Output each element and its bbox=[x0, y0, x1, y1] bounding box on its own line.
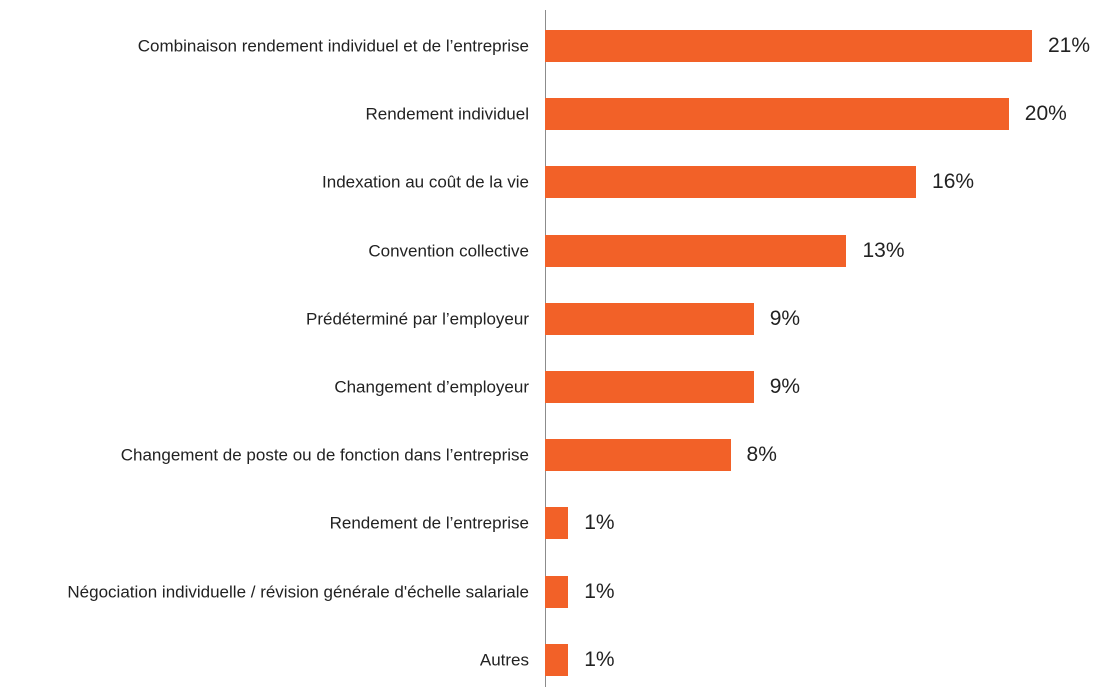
category-label: Négociation individuelle / révision géné… bbox=[67, 582, 529, 602]
category-label-box: Changement de poste ou de fonction dans … bbox=[0, 445, 529, 466]
category-label-box: Prédéterminé par l’employeur bbox=[0, 308, 529, 329]
value-label: 13% bbox=[862, 238, 905, 262]
category-label: Indexation au coût de la vie bbox=[322, 172, 529, 192]
category-label: Rendement individuel bbox=[365, 104, 530, 124]
category-label-box: Combinaison rendement individuel et de l… bbox=[0, 36, 529, 57]
value-label: 21% bbox=[1048, 34, 1091, 57]
value-label: 1% bbox=[584, 647, 615, 671]
value-label: 20% bbox=[1024, 102, 1067, 126]
category-label: Changement de poste ou de fonction dans … bbox=[120, 445, 529, 465]
bar bbox=[545, 439, 731, 472]
bar bbox=[545, 30, 1032, 62]
bar bbox=[545, 98, 1009, 131]
bar bbox=[545, 575, 569, 608]
bar bbox=[545, 643, 569, 676]
category-label: Rendement de l’entreprise bbox=[329, 513, 529, 533]
bar bbox=[545, 302, 754, 335]
bar bbox=[545, 507, 569, 540]
category-label: Convention collective bbox=[368, 241, 529, 261]
category-label: Autres bbox=[479, 650, 529, 670]
category-label-box: Convention collective bbox=[0, 240, 529, 261]
category-label-box: Indexation au coût de la vie bbox=[0, 172, 529, 193]
category-label-box: Négociation individuelle / révision géné… bbox=[0, 581, 529, 602]
value-label: 9% bbox=[769, 375, 801, 398]
value-label: 8% bbox=[746, 443, 777, 467]
value-label: 1% bbox=[584, 579, 615, 603]
bar bbox=[545, 234, 847, 267]
category-label: Combinaison rendement individuel et de l… bbox=[137, 36, 529, 56]
category-label-box: Autres bbox=[0, 649, 529, 670]
value-label: 9% bbox=[769, 306, 801, 330]
category-label-box: Rendement de l’entreprise bbox=[0, 513, 529, 534]
bar bbox=[545, 371, 754, 403]
bar bbox=[545, 166, 917, 199]
category-label: Prédéterminé par l’employeur bbox=[306, 309, 529, 329]
category-label-box: Rendement individuel bbox=[0, 104, 530, 125]
category-axis bbox=[545, 10, 546, 687]
value-label: 1% bbox=[584, 511, 615, 535]
category-label-box: Changement d’employeur bbox=[0, 377, 529, 398]
category-label: Changement d’employeur bbox=[334, 377, 529, 397]
value-label: 16% bbox=[932, 170, 975, 194]
